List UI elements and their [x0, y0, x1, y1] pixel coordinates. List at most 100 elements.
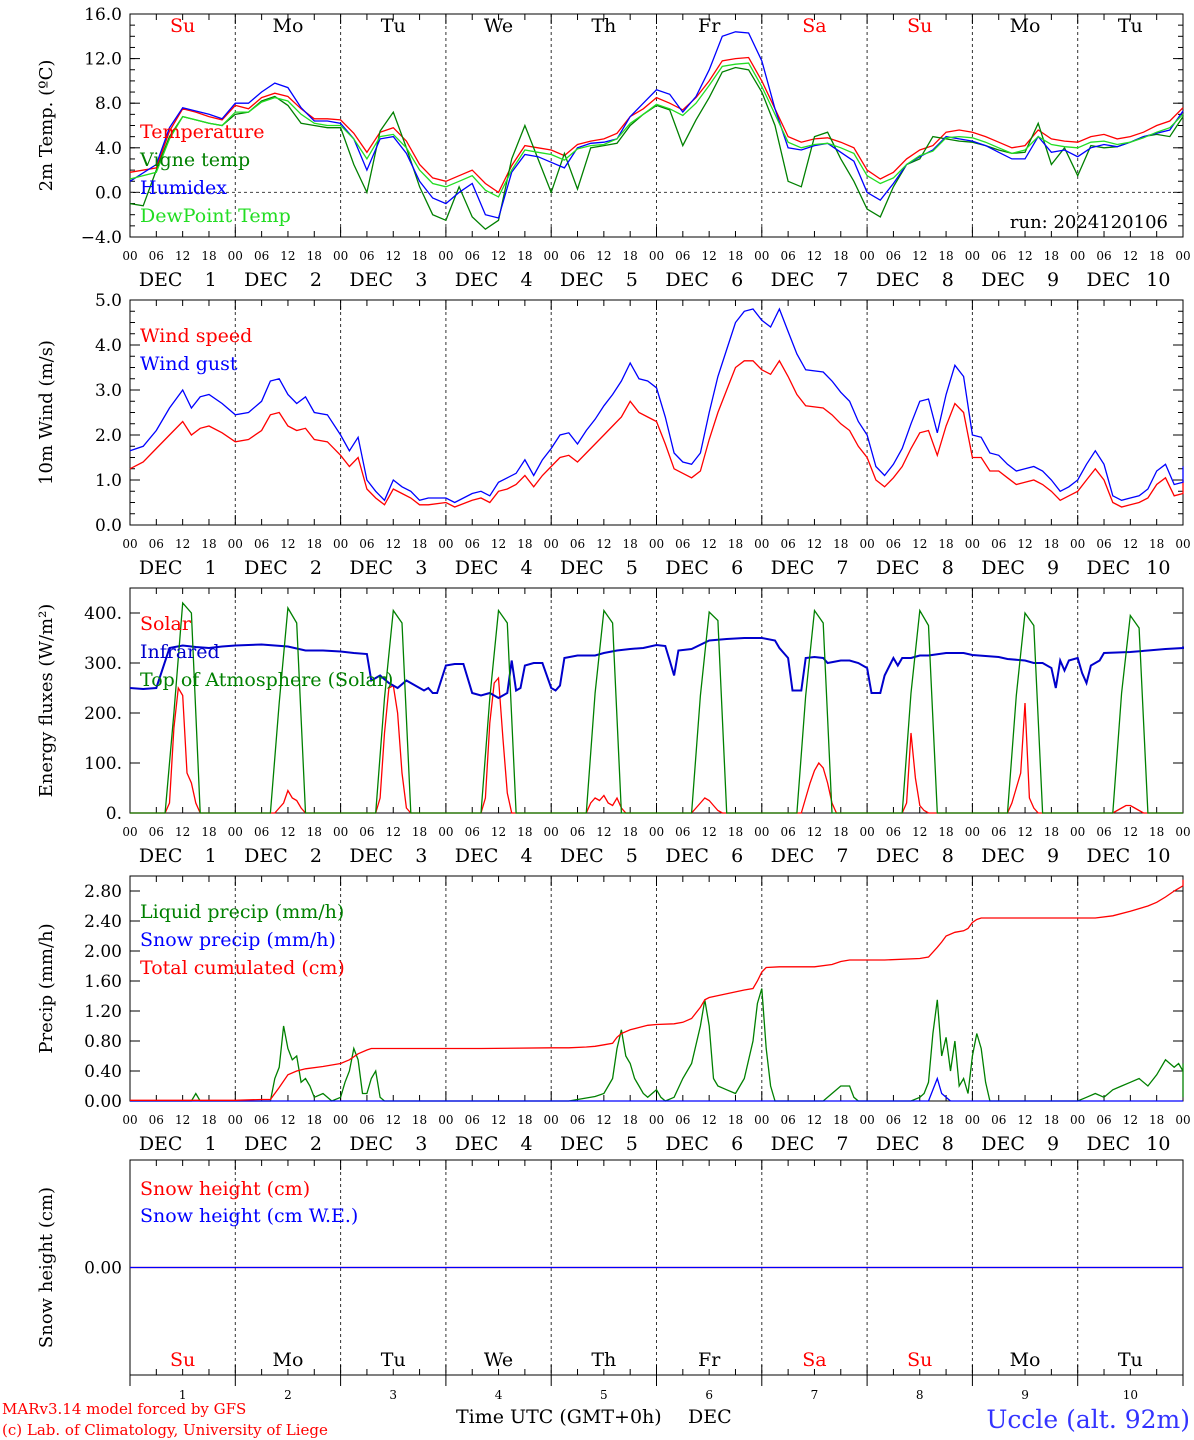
- month-label: DEC: [244, 1133, 288, 1155]
- hour-label: 18: [833, 537, 848, 551]
- station-label: Uccle (alt. 92m): [986, 1405, 1190, 1434]
- hour-label: 12: [702, 249, 717, 263]
- date-label: 5: [626, 1133, 638, 1155]
- month-label: DEC: [455, 845, 499, 867]
- date-label: 3: [415, 1133, 427, 1155]
- y-axis-label: 2m Temp. (ºC): [36, 60, 57, 192]
- day-number: 2: [284, 1388, 292, 1402]
- hour-label: 18: [1044, 537, 1059, 551]
- x-axis-month: DEC: [688, 1406, 732, 1428]
- hour-label: 06: [675, 825, 690, 839]
- hour-label: 00: [333, 249, 348, 263]
- month-label: DEC: [560, 845, 604, 867]
- hour-label: 12: [807, 249, 822, 263]
- hour-label: 06: [570, 1113, 585, 1127]
- series-line-total-cumulated-cm-: [130, 879, 1184, 1101]
- hour-label: 00: [228, 1113, 243, 1127]
- day-name: Th: [591, 15, 616, 37]
- day-number: 5: [600, 1388, 608, 1402]
- day-number: 3: [389, 1388, 397, 1402]
- hour-label: 06: [359, 1113, 374, 1127]
- hour-label: 06: [886, 249, 901, 263]
- hour-label: 12: [912, 249, 927, 263]
- day-number: 1: [179, 1388, 187, 1402]
- hour-label: 06: [886, 825, 901, 839]
- hour-label: 06: [570, 249, 585, 263]
- month-label: DEC: [981, 845, 1025, 867]
- hour-label: 12: [1017, 825, 1032, 839]
- hour-label: 12: [1123, 825, 1138, 839]
- date-label: 1: [205, 1133, 217, 1155]
- hour-label: 00: [544, 825, 559, 839]
- day-name: Su: [170, 1349, 195, 1371]
- legend-label: Liquid precip (mm/h): [140, 901, 344, 923]
- hour-label: 18: [517, 825, 532, 839]
- day-number: 6: [705, 1388, 713, 1402]
- hour-label: 12: [912, 537, 927, 551]
- month-label: DEC: [244, 557, 288, 579]
- hour-label: 18: [1149, 825, 1164, 839]
- y-tick-label: 3.0: [95, 381, 122, 401]
- date-label: 6: [731, 557, 743, 579]
- hour-label: 18: [517, 1113, 532, 1127]
- credit-line-2: (c) Lab. of Climatology, University of L…: [2, 1421, 328, 1439]
- date-label: 2: [310, 845, 322, 867]
- hour-label: 18: [1149, 537, 1164, 551]
- hour-label: 06: [1096, 825, 1111, 839]
- hour-label: 12: [491, 825, 506, 839]
- hour-label: 18: [307, 249, 322, 263]
- date-label: 8: [942, 269, 954, 291]
- day-number: 8: [916, 1388, 924, 1402]
- hour-label: 00: [438, 1113, 453, 1127]
- hour-label: 18: [412, 249, 427, 263]
- day-name: We: [484, 15, 513, 37]
- month-label: DEC: [1087, 1133, 1131, 1155]
- date-label: 6: [731, 845, 743, 867]
- y-axis-label: Precip (mm/h): [36, 923, 57, 1053]
- hour-label: 18: [1044, 249, 1059, 263]
- hour-label: 18: [412, 1113, 427, 1127]
- month-label: DEC: [349, 845, 393, 867]
- hour-label: 06: [465, 825, 480, 839]
- hour-label: 12: [596, 825, 611, 839]
- month-label: DEC: [771, 845, 815, 867]
- day-name: Mo: [272, 15, 303, 37]
- hour-label: 06: [1096, 1113, 1111, 1127]
- series-line-humidex: [129, 31, 1184, 219]
- hour-label: 12: [280, 537, 295, 551]
- month-label: DEC: [244, 269, 288, 291]
- hour-label: 12: [491, 1113, 506, 1127]
- hour-label: 00: [333, 825, 348, 839]
- hour-label: 18: [728, 1113, 743, 1127]
- month-label: DEC: [665, 1133, 709, 1155]
- hour-label: 00: [649, 825, 664, 839]
- hour-label: 06: [991, 825, 1006, 839]
- plot-frame: [129, 299, 1184, 526]
- hour-label: 12: [1017, 1113, 1032, 1127]
- month-label: DEC: [1087, 557, 1131, 579]
- day-number: 4: [495, 1388, 503, 1402]
- day-name: Mo: [272, 1349, 303, 1371]
- date-label: 4: [521, 845, 533, 867]
- date-label: 7: [836, 1133, 848, 1155]
- hour-label: 12: [807, 825, 822, 839]
- hour-label: 06: [149, 537, 164, 551]
- date-label: 4: [521, 557, 533, 579]
- legend-label: Snow precip (mm/h): [140, 929, 336, 951]
- day-name: Sa: [802, 1349, 826, 1371]
- day-number: 7: [811, 1388, 819, 1402]
- hour-label: 00: [1070, 537, 1085, 551]
- series-line-wind-gust: [129, 307, 1184, 504]
- hour-label: 12: [280, 1113, 295, 1127]
- date-label: 1: [205, 269, 217, 291]
- y-axis-label: 10m Wind (m/s): [36, 340, 57, 485]
- hour-label: 06: [570, 825, 585, 839]
- legend-label: Infrared: [140, 641, 220, 663]
- hour-label: 18: [938, 537, 953, 551]
- hour-label: 12: [175, 249, 190, 263]
- series-line-dewpoint-temp: [129, 62, 1184, 198]
- hour-label: 06: [991, 537, 1006, 551]
- plot-frame: [129, 587, 1184, 814]
- hour-label: 00: [754, 537, 769, 551]
- legend-label: Humidex: [140, 177, 227, 199]
